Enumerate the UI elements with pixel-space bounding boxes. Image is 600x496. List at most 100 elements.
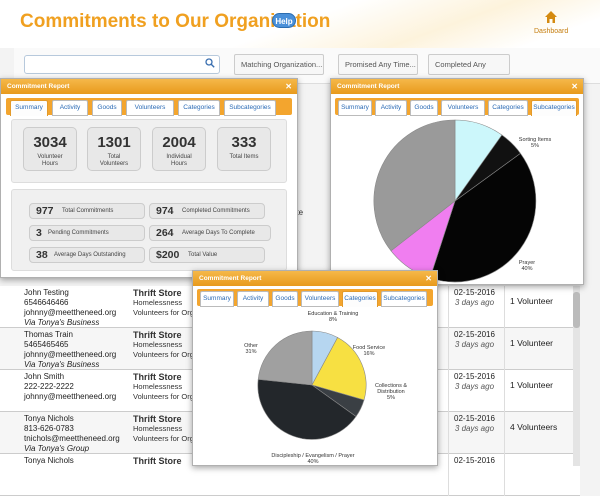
- tab-volunteers[interactable]: Volunteers: [301, 291, 339, 307]
- tab-volunteers[interactable]: Volunteers: [441, 100, 485, 116]
- contact-name[interactable]: John Smith: [24, 372, 65, 381]
- stat-volunteer-hours: 3034 Volunteer Hours: [23, 127, 77, 171]
- dialog-titlebar[interactable]: Commitment Report ✕: [193, 271, 437, 286]
- dashboard-link[interactable]: Dashboard: [534, 28, 569, 35]
- contact-phone: 222-222-2222: [24, 382, 74, 391]
- slice-label-pct: 40%: [307, 459, 319, 465]
- org-category: Homelessness: [133, 298, 183, 307]
- pill-pending-commitments: 3 Pending Commitments: [29, 225, 145, 241]
- date-ago: 3 days ago: [454, 382, 495, 391]
- dialog-titlebar[interactable]: Commitment Report ✕: [1, 79, 297, 94]
- org-name[interactable]: Thrift Store: [133, 372, 182, 382]
- tab-goods[interactable]: Goods: [410, 100, 438, 116]
- slice-label: Other 31%: [239, 343, 263, 355]
- stat-label: Total Items: [229, 154, 259, 160]
- contact-email: tnichols@meettheneed.org: [24, 434, 120, 443]
- slice-label-name: Other: [244, 343, 258, 349]
- categories-report-dialog: Commitment Report ✕ Summary Activity Goo…: [192, 270, 438, 466]
- tab-activity[interactable]: Activity: [375, 100, 407, 116]
- stat-value: 2004: [162, 134, 196, 151]
- slice-label-pct: 8%: [329, 317, 337, 323]
- app-header: Commitments to Our Organization Help Das…: [0, 0, 600, 48]
- pie-slice-prayer: [429, 152, 537, 283]
- contact-phone: 813-626-0783: [24, 424, 74, 433]
- tab-categories[interactable]: Categories: [342, 291, 378, 307]
- tab-summary[interactable]: Summary: [10, 100, 48, 116]
- slice-label-name: Food Service: [352, 345, 386, 351]
- volunteer-count: 4 Volunteers: [510, 422, 558, 432]
- pill-value: 38: [36, 249, 48, 261]
- categories-pie-chart: [257, 330, 367, 440]
- pill-label: Total Commitments: [62, 208, 114, 214]
- org-name[interactable]: Thrift Store: [133, 288, 182, 298]
- slice-label-pct: 40%: [521, 266, 533, 272]
- slice-label-pct: 31%: [245, 349, 257, 355]
- table-scrollbar[interactable]: [573, 286, 580, 466]
- org-name[interactable]: Thrift Store: [133, 414, 182, 424]
- dialog-title: Commitment Report: [7, 83, 70, 90]
- org-category: Homelessness: [133, 424, 183, 433]
- pill-label: Pending Commitments: [48, 230, 109, 236]
- org-subcategory: Volunteers for Org: [133, 392, 194, 401]
- contact-cell: John Smith 222-222-2222 johnny@meetthene…: [24, 372, 116, 402]
- column-divider: [504, 328, 505, 370]
- organization-filter[interactable]: Matching Organization...: [234, 54, 324, 75]
- tab-subcategories[interactable]: Subcategories: [381, 291, 427, 307]
- org-name[interactable]: Thrift Store: [133, 330, 182, 340]
- volunteer-count: 1 Volunteer: [510, 380, 554, 390]
- volunteer-count: 1 Volunteer: [510, 338, 554, 348]
- stat-label: Individual: [166, 154, 192, 160]
- column-divider: [448, 286, 449, 328]
- completed-filter[interactable]: Completed Any Time...: [428, 54, 510, 88]
- org-cell: Thrift Store Homelessness Volunteers for…: [133, 372, 194, 402]
- slice-label: Sorting Items 5%: [507, 137, 563, 149]
- slice-label: Education & Training 8%: [303, 311, 363, 323]
- tab-list: Summary Activity Goods Volunteers Catego…: [200, 291, 432, 307]
- column-divider: [504, 454, 505, 496]
- column-divider: [448, 328, 449, 370]
- tab-activity[interactable]: Activity: [52, 100, 88, 116]
- slice-label-pct: 16%: [363, 351, 375, 357]
- dialog-title: Commitment Report: [199, 275, 262, 282]
- close-icon[interactable]: ✕: [425, 274, 432, 283]
- search-icon[interactable]: [205, 58, 215, 68]
- completed-date: 02-15-2016: [454, 414, 495, 423]
- tab-subcategories[interactable]: Subcategories: [224, 100, 276, 116]
- pie-slice-food-service: [311, 337, 367, 401]
- org-name[interactable]: Thrift Store: [133, 456, 182, 466]
- home-icon[interactable]: [544, 10, 558, 24]
- pill-value: 974: [156, 205, 174, 217]
- org-subcategory: Volunteers for Org: [133, 350, 194, 359]
- org-subcategory: Volunteers for Org: [133, 434, 194, 443]
- tab-summary[interactable]: Summary: [200, 291, 234, 307]
- contact-name[interactable]: Tonya Nichols: [24, 414, 74, 423]
- contact-cell: John Testing 6546646466 johnny@meetthene…: [24, 288, 116, 328]
- tab-activity[interactable]: Activity: [237, 291, 269, 307]
- help-button[interactable]: Help: [272, 13, 296, 28]
- tab-subcategories[interactable]: Subcategories: [531, 100, 577, 116]
- search-input[interactable]: [24, 55, 220, 74]
- close-icon[interactable]: ✕: [285, 82, 292, 91]
- completed-date: 02-15-2016: [454, 372, 495, 381]
- dialog-title: Commitment Report: [337, 83, 400, 90]
- volunteer-count: 1 Volunteer: [510, 296, 554, 306]
- contact-name[interactable]: John Testing: [24, 288, 69, 297]
- close-icon[interactable]: ✕: [571, 82, 578, 91]
- slice-label: Collections & Distribution 5%: [369, 383, 413, 401]
- tab-goods[interactable]: Goods: [272, 291, 298, 307]
- pill-value: 3: [36, 227, 42, 239]
- dialog-titlebar[interactable]: Commitment Report ✕: [331, 79, 583, 94]
- tab-volunteers[interactable]: Volunteers: [126, 100, 174, 116]
- contact-name[interactable]: Thomas Train: [24, 330, 73, 339]
- contact-name[interactable]: Tonya Nichols: [24, 456, 74, 465]
- tab-summary[interactable]: Summary: [338, 100, 372, 116]
- completed-date: 02-15-2016: [454, 330, 495, 339]
- tab-categories[interactable]: Categories: [488, 100, 528, 116]
- org-cell: Thrift Store Homelessness Volunteers for…: [133, 330, 194, 360]
- contact-cell: Tonya Nichols: [24, 456, 74, 466]
- promised-filter[interactable]: Promised Any Time...: [338, 54, 418, 75]
- tab-goods[interactable]: Goods: [92, 100, 122, 116]
- tab-list: Summary Activity Goods Volunteers Catego…: [338, 100, 578, 116]
- tab-categories[interactable]: Categories: [178, 100, 220, 116]
- scrollbar-thumb[interactable]: [573, 292, 580, 328]
